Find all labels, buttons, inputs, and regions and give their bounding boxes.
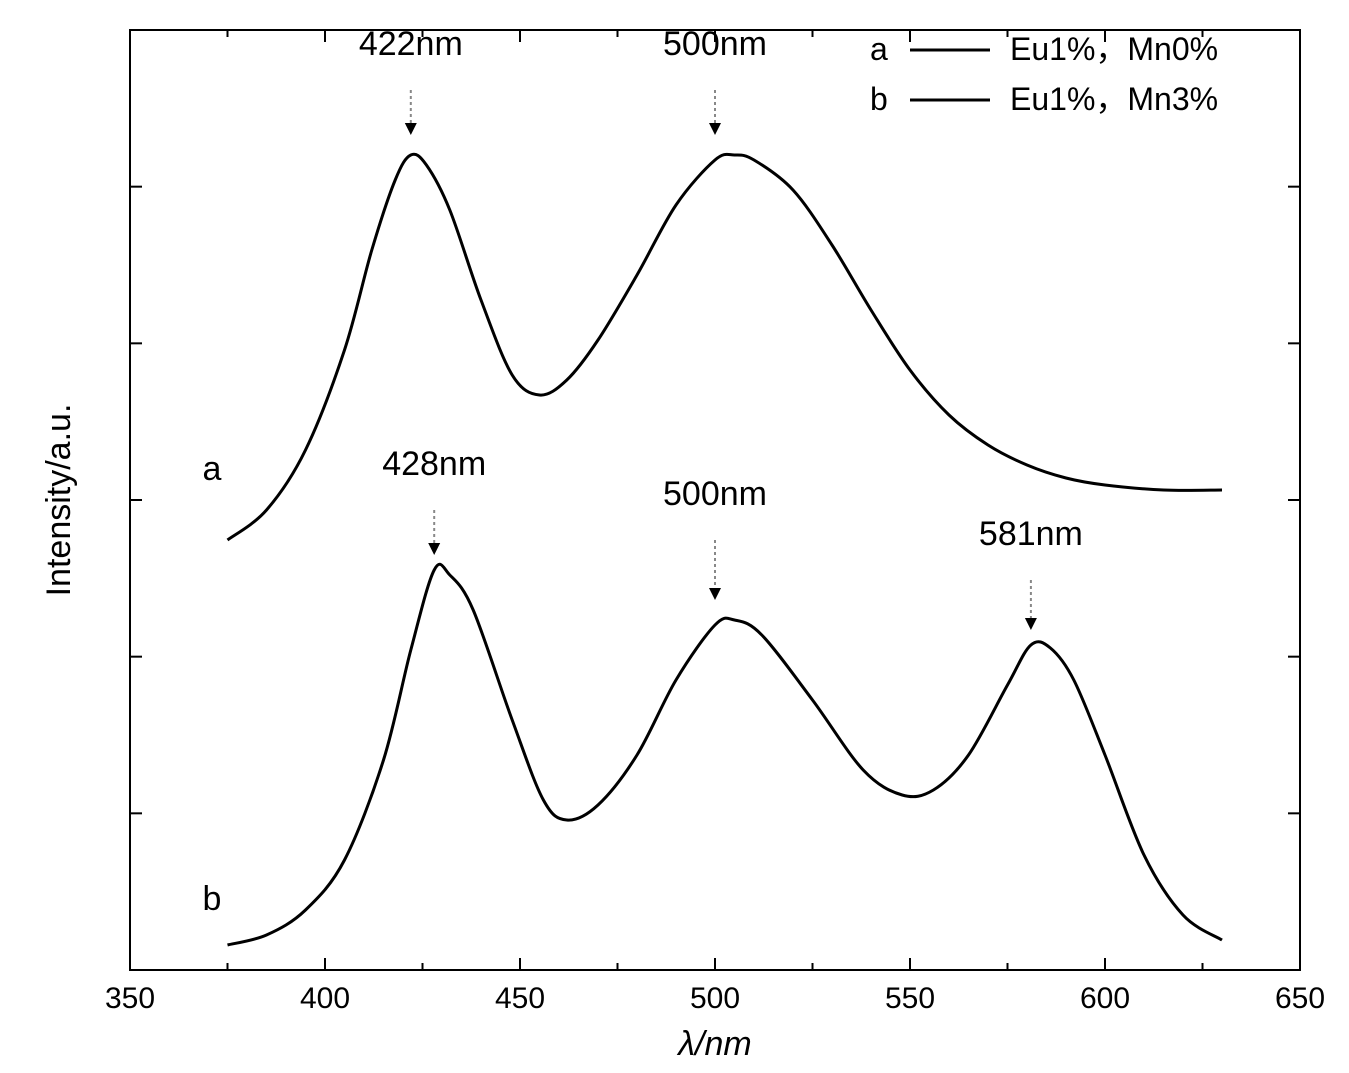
arrow-down-icon bbox=[709, 588, 721, 600]
series-b bbox=[228, 564, 1223, 945]
svg-text:450: 450 bbox=[495, 982, 545, 1015]
svg-text:500: 500 bbox=[690, 982, 740, 1015]
legend-key: b bbox=[870, 81, 888, 117]
svg-text:550: 550 bbox=[885, 982, 935, 1015]
x-axis-label: λ/nm bbox=[676, 1025, 751, 1063]
arrow-down-icon bbox=[428, 543, 440, 555]
arrow-down-icon bbox=[709, 123, 721, 135]
peak-label: 422nm bbox=[359, 25, 463, 63]
legend-key: a bbox=[870, 31, 888, 67]
spectrum-chart: 350 400 450 500 550 600 650 λ/nm Intensity/a.u. a… bbox=[0, 0, 1349, 1073]
series-label-a: a bbox=[203, 450, 222, 488]
peak-label: 500nm bbox=[663, 475, 767, 513]
y-axis-label: Intensity/a.u. bbox=[40, 404, 78, 597]
peak-label: 428nm bbox=[382, 445, 486, 483]
peak-label: 581nm bbox=[979, 515, 1083, 553]
peak-label: 500nm bbox=[663, 25, 767, 63]
svg-text:650: 650 bbox=[1275, 982, 1325, 1015]
svg-text:400: 400 bbox=[300, 982, 350, 1015]
arrow-down-icon bbox=[1025, 618, 1037, 630]
svg-text:600: 600 bbox=[1080, 982, 1130, 1015]
chart-svg: 350 400 450 500 550 600 650 λ/nm Intensity/a.u. a… bbox=[0, 0, 1349, 1073]
series-label-b: b bbox=[203, 880, 222, 918]
legend-label: Eu1%，Mn0% bbox=[1010, 31, 1218, 67]
arrow-down-icon bbox=[405, 123, 417, 135]
legend-label: Eu1%，Mn3% bbox=[1010, 81, 1218, 117]
svg-text:350: 350 bbox=[105, 982, 155, 1015]
